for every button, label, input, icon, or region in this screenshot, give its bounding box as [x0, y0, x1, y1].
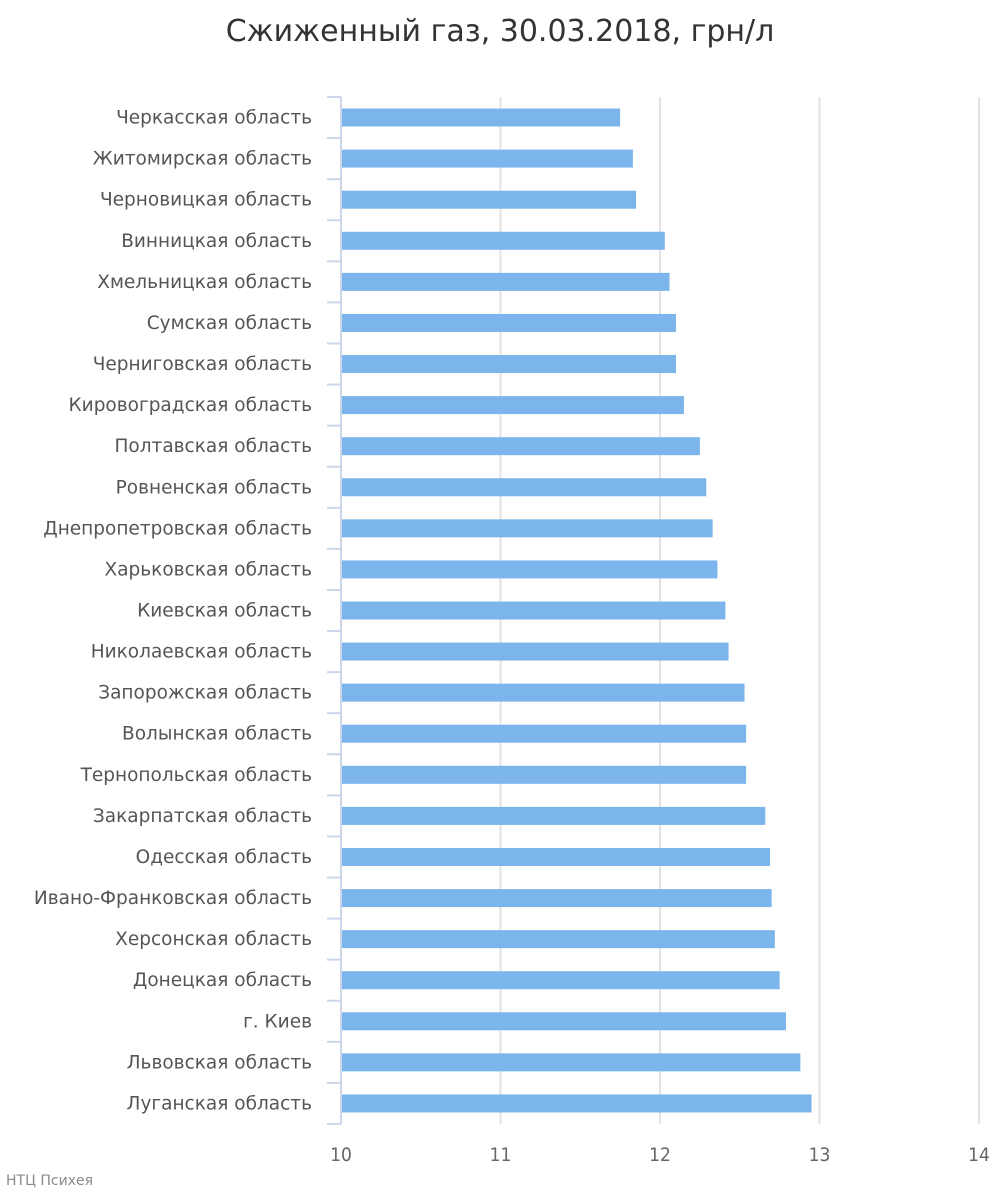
- bar: [342, 355, 676, 374]
- chart-title: Сжиженный газ, 30.03.2018, грн/л: [225, 14, 775, 49]
- x-tick-label: 10: [330, 1144, 352, 1166]
- category-label: Запорожская область: [98, 683, 312, 704]
- category-label: Винницкая область: [121, 231, 312, 252]
- category-label: Одесская область: [136, 847, 312, 868]
- bar: [342, 272, 670, 291]
- category-label: Черкасская область: [116, 108, 312, 129]
- bar: [342, 1094, 812, 1113]
- bar: [342, 231, 665, 250]
- category-label: Житомирская область: [93, 149, 312, 170]
- bar: [342, 190, 637, 209]
- category-label: Харьковская область: [105, 559, 312, 580]
- category-label: Черновицкая область: [100, 190, 312, 211]
- bar: [342, 847, 771, 866]
- bar: [342, 396, 684, 415]
- bar: [342, 1012, 787, 1031]
- bar: [342, 519, 713, 538]
- category-label: Николаевская область: [91, 642, 312, 663]
- bar: [342, 724, 747, 743]
- category-label: Луганская область: [127, 1093, 312, 1114]
- bar: [342, 478, 707, 497]
- bar: [342, 765, 747, 784]
- bar: [342, 642, 729, 661]
- bar: [342, 1053, 801, 1072]
- category-label: Полтавская область: [114, 436, 312, 457]
- bar: [342, 806, 766, 825]
- x-tick-label: 13: [809, 1144, 831, 1166]
- category-label: Херсонская область: [115, 929, 312, 950]
- category-label: Ивано-Франковская область: [34, 888, 312, 909]
- bar: [342, 889, 772, 908]
- x-tick-label: 12: [649, 1144, 671, 1166]
- category-label: Львовская область: [127, 1052, 312, 1073]
- category-label: Хмельницкая область: [97, 272, 312, 293]
- bar: [342, 149, 633, 168]
- category-label: Киевская область: [137, 601, 312, 622]
- category-label: Тернопольская область: [80, 765, 312, 786]
- category-label: Волынская область: [122, 724, 312, 745]
- bar: [342, 601, 726, 620]
- x-tick-label: 11: [490, 1144, 512, 1166]
- category-label: Черниговская область: [93, 354, 312, 375]
- bar: [342, 560, 718, 579]
- category-label: Днепропетровская область: [43, 518, 312, 539]
- bar: [342, 108, 621, 127]
- bar: [342, 930, 775, 949]
- category-label: Сумская область: [147, 313, 312, 334]
- x-tick-label: 14: [968, 1144, 990, 1166]
- category-label: г. Киев: [243, 1011, 312, 1032]
- bar: [342, 313, 676, 332]
- bar: [342, 683, 745, 702]
- bar: [342, 971, 780, 990]
- category-label: Донецкая область: [133, 970, 312, 991]
- category-label: Кировоградская область: [69, 395, 312, 416]
- credit-label: НТЦ Психея: [6, 1173, 94, 1189]
- category-label: Закарпатская область: [93, 806, 312, 827]
- category-label: Ровненская область: [116, 477, 312, 498]
- bar: [342, 437, 700, 456]
